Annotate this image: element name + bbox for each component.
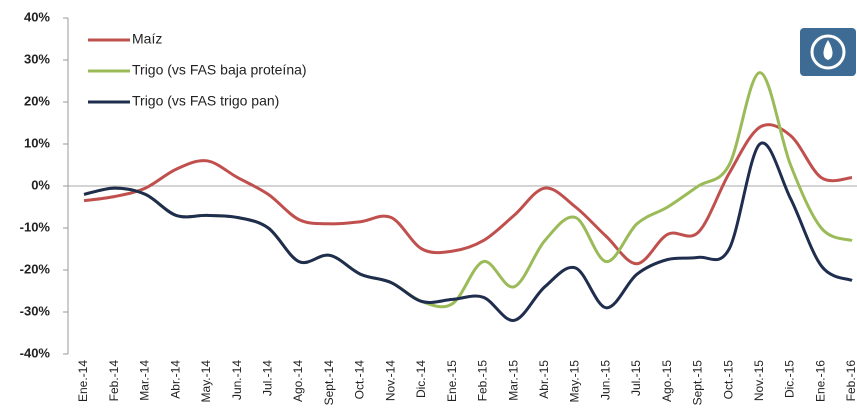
x-tick-label: Jun.-15 (598, 360, 612, 400)
series-line (83, 123, 853, 266)
legend-label: Trigo (vs FAS baja proteína) (132, 62, 307, 78)
x-tick-label: Jul.-14 (260, 360, 274, 396)
x-tick-label: Sept.-14 (322, 360, 336, 406)
x-tick-label: Ene.-15 (445, 360, 459, 402)
y-tick-label: -30% (20, 303, 51, 318)
y-tick-label: 10% (24, 135, 50, 150)
x-tick-label: Dic.-14 (414, 360, 428, 398)
x-tick-label: Oct.-15 (721, 360, 735, 400)
y-tick-label: -10% (20, 219, 51, 234)
x-tick-label: Ene.-16 (813, 360, 827, 402)
x-tick-label: Feb.-16 (844, 360, 857, 402)
logo (800, 28, 856, 76)
x-tick-label: Nov.-15 (752, 360, 766, 401)
x-tick-label: Ene.-14 (76, 360, 90, 402)
y-tick-label: 0% (31, 177, 50, 192)
x-tick-label: Abr.-14 (168, 360, 182, 399)
y-tick-label: 30% (24, 51, 50, 66)
x-tick-label: Jul.-15 (629, 360, 643, 396)
x-tick-label: Dic.-15 (783, 360, 797, 398)
x-tick-label: Nov.-14 (383, 360, 397, 401)
legend-label: Trigo (vs FAS trigo pan) (132, 93, 279, 109)
x-tick-label: Jun.-14 (230, 360, 244, 400)
y-tick-label: 40% (24, 9, 50, 24)
x-tick-label: May.-15 (568, 360, 582, 403)
x-tick-label: Feb.-15 (476, 360, 490, 402)
y-tick-label: -40% (20, 345, 51, 360)
x-tick-label: Mar.-14 (138, 360, 152, 401)
x-tick-label: Ago.-14 (291, 360, 305, 402)
x-tick-label: May.-14 (199, 360, 213, 403)
x-tick-label: Feb.-14 (107, 360, 121, 402)
x-tick-label: Mar.-15 (506, 360, 520, 401)
legend-label: Maíz (132, 31, 162, 47)
x-tick-label: Ago.-15 (660, 360, 674, 402)
x-tick-label: Sept.-15 (691, 360, 705, 406)
x-tick-label: Abr.-15 (537, 360, 551, 399)
x-tick-label: Oct.-14 (353, 360, 367, 400)
series-line (83, 141, 853, 322)
y-tick-label: 20% (24, 93, 50, 108)
y-tick-label: -20% (20, 261, 51, 276)
